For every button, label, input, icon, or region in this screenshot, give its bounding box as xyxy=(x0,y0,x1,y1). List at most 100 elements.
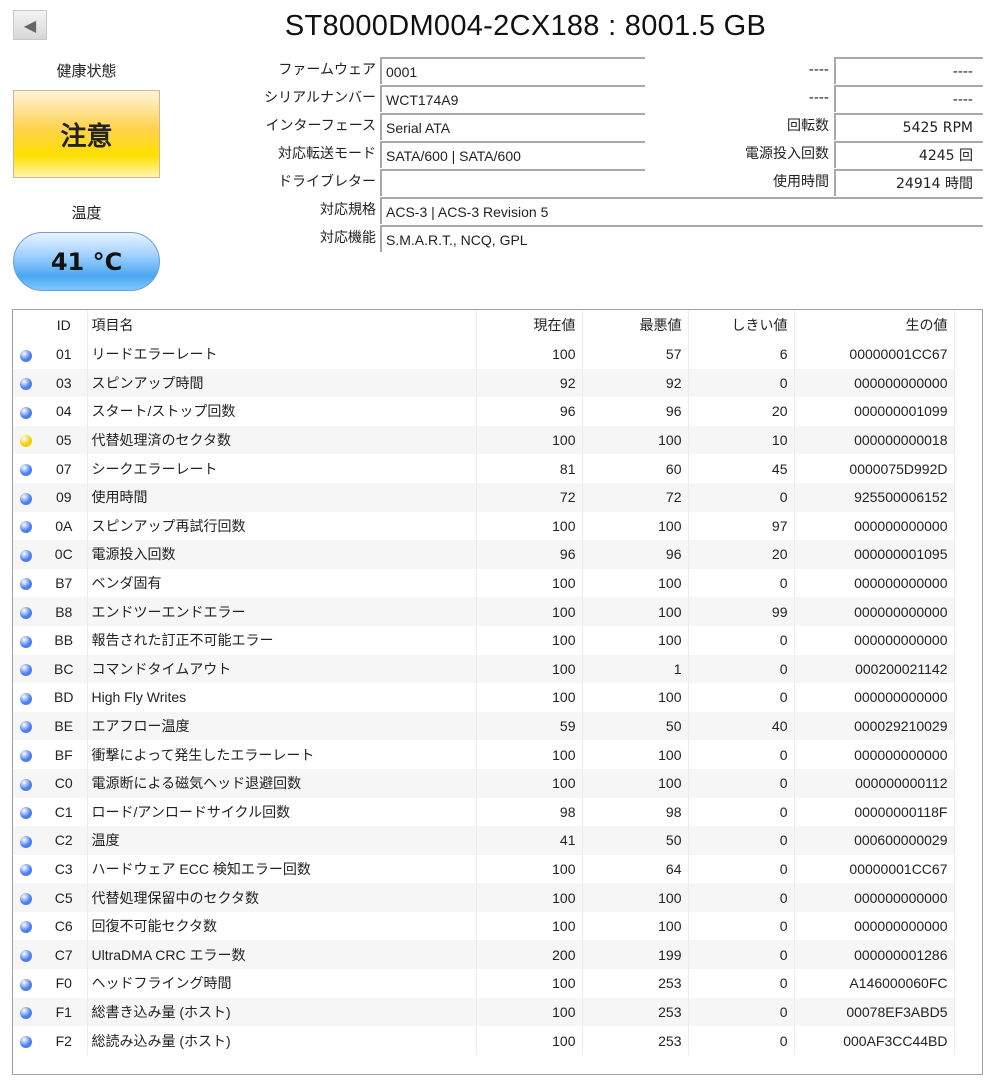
status-cell xyxy=(13,540,41,569)
info-field[interactable]: ACS-3 | ACS-3 Revision 5 xyxy=(380,197,983,224)
table-row[interactable]: C3 ハードウェア ECC 検知エラー回数 100 64 0 00000001C… xyxy=(13,854,963,884)
status-dot-icon xyxy=(20,892,32,905)
id-cell: 05 xyxy=(41,425,88,455)
current-cell: 59 xyxy=(476,711,583,741)
table-row[interactable]: C2 温度 41 50 0 000600000029 xyxy=(13,826,963,855)
worst-cell: 100 xyxy=(582,511,689,541)
raw-cell: 000000000000 xyxy=(794,911,955,941)
right-info-field[interactable]: 5425 RPM xyxy=(834,113,983,140)
raw-cell: 925500006152 xyxy=(794,482,955,512)
status-dot-icon xyxy=(20,463,32,476)
status-cell xyxy=(13,454,41,483)
status-dot-icon xyxy=(20,549,32,562)
table-row[interactable]: BE エアフロー温度 59 50 40 000029210029 xyxy=(13,711,963,741)
name-cell: UltraDMA CRC エラー数 xyxy=(87,940,477,970)
id-cell: BF xyxy=(41,740,88,769)
previous-disk-button[interactable]: ◀ xyxy=(13,10,47,40)
spacer xyxy=(954,854,963,884)
name-cell: スタート/ストップ回数 xyxy=(87,397,477,426)
current-cell: 81 xyxy=(476,454,583,483)
threshold-cell: 0 xyxy=(688,854,795,884)
current-cell: 100 xyxy=(476,597,583,626)
info-field[interactable] xyxy=(380,169,645,196)
column-header-current[interactable]: 現在値 xyxy=(476,310,583,340)
raw-cell: 00000001CC67 xyxy=(794,340,955,369)
right-info-label: ---- xyxy=(808,62,829,78)
raw-cell: 000000000000 xyxy=(794,883,955,912)
id-cell: C3 xyxy=(41,854,88,884)
table-row[interactable]: BD High Fly Writes 100 100 0 00000000000… xyxy=(13,683,963,712)
name-cell: 報告された訂正不可能エラー xyxy=(87,625,477,655)
info-field[interactable]: Serial ATA xyxy=(380,113,645,140)
right-info-field[interactable]: 24914 時間 xyxy=(834,169,983,196)
status-cell xyxy=(13,768,41,798)
threshold-cell: 45 xyxy=(688,454,795,483)
worst-cell: 199 xyxy=(582,940,689,970)
name-cell: High Fly Writes xyxy=(87,683,477,712)
info-field[interactable]: 0001 xyxy=(380,57,645,84)
status-dot-icon xyxy=(20,921,32,934)
table-row[interactable]: C7 UltraDMA CRC エラー数 200 199 0 000000001… xyxy=(13,940,963,970)
status-dot-icon xyxy=(20,721,32,734)
raw-cell: 000000001095 xyxy=(794,540,955,569)
table-row[interactable]: C1 ロード/アンロードサイクル回数 98 98 0 00000000118F xyxy=(13,797,963,827)
spacer xyxy=(954,568,963,598)
table-row[interactable]: 05 代替処理済のセクタ数 100 100 10 000000000018 xyxy=(13,425,963,455)
table-row[interactable]: 04 スタート/ストップ回数 96 96 20 000000001099 xyxy=(13,397,963,426)
column-header-worst[interactable]: 最悪値 xyxy=(582,310,689,340)
table-row[interactable]: 09 使用時間 72 72 0 925500006152 xyxy=(13,482,963,512)
table-row[interactable]: C5 代替処理保留中のセクタ数 100 100 0 000000000000 xyxy=(13,883,963,912)
table-row[interactable]: 03 スピンアップ時間 92 92 0 000000000000 xyxy=(13,368,963,398)
worst-cell: 1 xyxy=(582,654,689,684)
current-cell: 96 xyxy=(476,397,583,426)
table-row[interactable]: 0A スピンアップ再試行回数 100 100 97 000000000000 xyxy=(13,511,963,541)
spacer xyxy=(954,683,963,712)
current-cell: 72 xyxy=(476,482,583,512)
table-row[interactable]: C6 回復不可能セクタ数 100 100 0 000000000000 xyxy=(13,911,963,941)
current-cell: 100 xyxy=(476,997,583,1027)
table-row[interactable]: B7 ベンダ固有 100 100 0 000000000000 xyxy=(13,568,963,598)
right-info-field[interactable]: 4245 回 xyxy=(834,141,983,168)
table-row[interactable]: B8 エンドツーエンドエラー 100 100 99 000000000000 xyxy=(13,597,963,626)
table-row[interactable]: BF 衝撃によって発生したエラーレート 100 100 0 0000000000… xyxy=(13,740,963,769)
current-cell: 100 xyxy=(476,969,583,998)
info-label: 対応転送モード xyxy=(278,146,376,162)
spacer xyxy=(954,740,963,769)
table-row[interactable]: C0 電源断による磁気ヘッド退避回数 100 100 0 00000000011… xyxy=(13,768,963,798)
table-row[interactable]: BC コマンドタイムアウト 100 1 0 000200021142 xyxy=(13,654,963,684)
right-info-field[interactable]: ---- xyxy=(834,57,983,84)
name-cell: エアフロー温度 xyxy=(87,711,477,741)
table-row[interactable]: BB 報告された訂正不可能エラー 100 100 0 000000000000 xyxy=(13,625,963,655)
threshold-cell: 6 xyxy=(688,340,795,369)
column-header-name[interactable]: 項目名 xyxy=(87,310,477,340)
column-header-threshold[interactable]: しきい値 xyxy=(688,310,795,340)
status-cell xyxy=(13,340,41,369)
status-cell xyxy=(13,940,41,970)
threshold-cell: 0 xyxy=(688,654,795,684)
column-header-raw[interactable]: 生の値 xyxy=(794,310,955,340)
id-cell: 0C xyxy=(41,540,88,569)
threshold-cell: 0 xyxy=(688,969,795,998)
info-field[interactable]: S.M.A.R.T., NCQ, GPL xyxy=(380,225,983,252)
temperature-badge[interactable]: 41 °C xyxy=(13,232,160,291)
table-row[interactable]: 01 リードエラーレート 100 57 6 00000001CC67 xyxy=(13,340,963,369)
table-row[interactable]: 0C 電源投入回数 96 96 20 000000001095 xyxy=(13,540,963,569)
threshold-cell: 0 xyxy=(688,940,795,970)
table-row[interactable]: F2 総読み込み量 (ホスト) 100 253 0 000AF3CC44BD xyxy=(13,1026,963,1055)
threshold-cell: 10 xyxy=(688,425,795,455)
raw-cell: A146000060FC xyxy=(794,969,955,998)
health-status-badge[interactable]: 注意 xyxy=(13,90,160,178)
table-row[interactable]: 07 シークエラーレート 81 60 45 0000075D992D xyxy=(13,454,963,483)
name-cell: リードエラーレート xyxy=(87,340,477,369)
status-cell xyxy=(13,969,41,998)
info-field[interactable]: WCT174A9 xyxy=(380,85,645,112)
right-info-field[interactable]: ---- xyxy=(834,85,983,112)
current-cell: 100 xyxy=(476,740,583,769)
column-header-id[interactable]: ID xyxy=(41,310,88,340)
info-label: シリアルナンバー xyxy=(264,90,376,106)
table-row[interactable]: F1 総書き込み量 (ホスト) 100 253 0 00078EF3ABD5 xyxy=(13,997,963,1027)
threshold-cell: 0 xyxy=(688,797,795,827)
info-field[interactable]: SATA/600 | SATA/600 xyxy=(380,141,645,168)
raw-cell: 000000000000 xyxy=(794,511,955,541)
table-row[interactable]: F0 ヘッドフライング時間 100 253 0 A146000060FC xyxy=(13,969,963,998)
